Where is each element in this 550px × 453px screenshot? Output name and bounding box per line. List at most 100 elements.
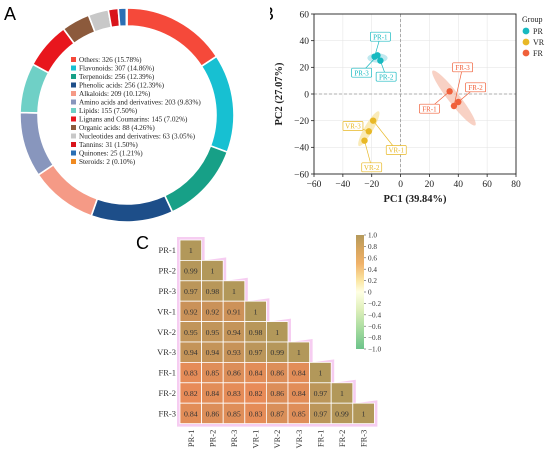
donut-slice-2 (163, 144, 229, 213)
heatmap-colorbar: 1.0 0.8 0.6 0.4 0.2 0 −0.2 −0.4 −0.6 −0.8 −1.0 (356, 232, 381, 354)
x-tick-label-0: −60 (307, 180, 322, 190)
legend-label-7: Lignans and Coumarins: 145 (7.02%) (79, 116, 188, 124)
heatmap-value-5-2: 0.93 (227, 348, 241, 357)
point-label-vr-1: VR-1 (388, 147, 404, 155)
point-fr-2 (455, 98, 462, 106)
heatmap-value-8-6: 0.97 (314, 409, 328, 418)
legend-label-vr: VR (533, 38, 545, 47)
legend-swatch-11 (71, 150, 76, 156)
point-label-fr-2: FR-2 (468, 84, 483, 92)
legend-swatch-8 (71, 125, 76, 130)
x-tick-label-3: 0 (398, 180, 403, 190)
point-label-vr-3: VR-3 (345, 123, 361, 131)
col-label-vr-1: VR-1 (251, 430, 261, 449)
point-label-box-vr-2 (361, 162, 383, 173)
heatmap-value-8-2: 0.85 (227, 409, 241, 418)
point-label-box-pr-3 (351, 67, 372, 78)
point-label-box-pr-2 (375, 71, 397, 82)
legend-swatch-0 (71, 57, 76, 62)
point-label-pr-2: PR-2 (379, 73, 394, 81)
col-label-pr-3: PR-3 (229, 430, 239, 447)
donut-slice-4 (37, 163, 99, 217)
heatmap-value-3-2: 0.91 (227, 307, 241, 316)
heatmap-value-5-4: 0.99 (270, 348, 284, 357)
col-label-fr-1: FR-1 (315, 430, 325, 447)
colorbar-tick-label-6: −0.2 (368, 300, 381, 308)
heatmap-value-5-1: 0.94 (206, 348, 220, 357)
legend-label-4: Alkaloids: 209 (10.12%) (79, 90, 151, 98)
colorbar-tick-label-10: −1.0 (368, 346, 381, 354)
row-label-vr-2: VR-2 (157, 327, 176, 337)
legend-label-12: Steroids: 2 (0.10%) (79, 158, 136, 166)
row-label-vr-1: VR-1 (157, 306, 176, 316)
colorbar-tick-label-3: 0.4 (368, 266, 377, 274)
point-vr-2 (361, 137, 368, 144)
colorbar-tick-label-7: −0.4 (368, 311, 381, 319)
point-label-box-fr-3 (452, 62, 473, 73)
heatmap-value-7-3: 0.82 (249, 389, 263, 398)
point-vr-1 (369, 117, 377, 124)
y-axis-label: PC2 (27.07%) (274, 62, 285, 125)
y-tick-label-5: 40 (300, 37, 310, 47)
heatmap-value-8-1: 0.86 (206, 409, 220, 418)
heatmap-value-3-0: 0.92 (184, 307, 198, 316)
heatmap-cell-8-8 (352, 402, 375, 424)
heatmap-value-4-0: 0.95 (184, 328, 198, 337)
heatmap-value-8-4: 0.87 (270, 409, 284, 418)
heatmap-value-6-4: 0.86 (270, 369, 284, 378)
donut-slice-5 (19, 111, 55, 177)
heatmap-value-8-3: 0.83 (249, 409, 263, 418)
legend-label-8: Organic acids: 88 (4.26%) (79, 124, 155, 132)
donut-slice-6 (19, 63, 50, 114)
point-fr-3 (450, 102, 458, 110)
legend-swatch-4 (71, 91, 76, 96)
legend-label-fr: FR (533, 49, 543, 58)
heatmap-value-8-7: 0.99 (335, 409, 349, 418)
point-label-pr-1: PR-1 (373, 33, 388, 41)
legend-marker-vr (522, 38, 530, 46)
heatmap-value-7-0: 0.82 (184, 389, 198, 398)
point-pr-2 (377, 57, 384, 64)
heatmap-value-6-2: 0.86 (227, 369, 241, 378)
point-label-box-fr-2 (465, 82, 486, 93)
heatmap-value-1-1: 1 (210, 267, 214, 276)
donut-slice-11 (117, 7, 128, 28)
panel-a-donut-chart: A Others: 326 (15.78%)Flavonoids: 307 (1… (4, 4, 235, 223)
heatmap-value-2-2: 1 (232, 287, 236, 296)
y-tick-label-1: −40 (294, 144, 309, 154)
legend-label-pr: PR (533, 27, 543, 36)
heatmap-value-4-2: 0.94 (227, 328, 241, 337)
legend-label-3: Phenolic acids: 256 (12.39%) (79, 82, 165, 90)
point-vr-3 (365, 128, 373, 135)
col-label-pr-2: PR-2 (207, 430, 217, 447)
heatmap-value-1-0: 0.99 (184, 267, 198, 276)
heatmap-value-3-1: 0.92 (206, 307, 220, 316)
colorbar-tick-label-4: 0.2 (368, 277, 377, 285)
heatmap-value-7-1: 0.84 (206, 389, 220, 398)
legend-label-5: Amino acids and derivatives: 203 (9.83%) (79, 99, 201, 107)
colorbar-tick-label-2: 0.6 (368, 254, 377, 262)
colorbar-tick-label-0: 1.0 (368, 232, 377, 240)
heatmap-value-6-1: 0.85 (206, 369, 220, 378)
legend-swatch-5 (71, 99, 76, 105)
colorbar-tick-label-8: −0.6 (368, 323, 381, 331)
row-label-fr-2: FR-2 (159, 388, 176, 398)
point-label-box-fr-1 (419, 103, 440, 114)
col-label-fr-2: FR-2 (337, 430, 347, 447)
col-label-vr-2: VR-2 (272, 430, 282, 449)
confidence-ellipse-fr (432, 70, 476, 126)
heatmap-value-4-4: 1 (275, 328, 279, 337)
x-tick-label-4: 20 (425, 180, 435, 190)
y-tick-label-3: 0 (304, 90, 309, 100)
col-label-vr-3: VR-3 (294, 430, 304, 449)
y-tick-label-0: −60 (294, 170, 309, 180)
panel-c-correlation-heatmap: C 1 0.99 1 0.97 0.98 1 0.92 0.92 0.91 1 0.95 0.95 0.… (136, 232, 381, 449)
panel-label-b: B (270, 4, 274, 24)
row-label-vr-3: VR-3 (157, 347, 176, 357)
legend-marker-pr (522, 27, 530, 35)
heatmap-value-6-0: 0.83 (184, 369, 198, 378)
heatmap-value-4-3: 0.98 (249, 328, 263, 337)
col-label-pr-1: PR-1 (186, 430, 196, 447)
legend-swatch-3 (71, 82, 76, 88)
